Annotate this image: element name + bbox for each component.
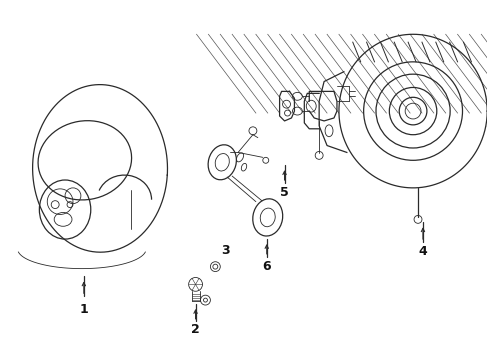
Text: 4: 4	[418, 246, 427, 258]
Text: 6: 6	[263, 260, 271, 273]
Text: 5: 5	[280, 186, 289, 199]
Text: 2: 2	[191, 323, 200, 336]
Text: 3: 3	[221, 244, 229, 257]
Text: 1: 1	[79, 303, 88, 316]
